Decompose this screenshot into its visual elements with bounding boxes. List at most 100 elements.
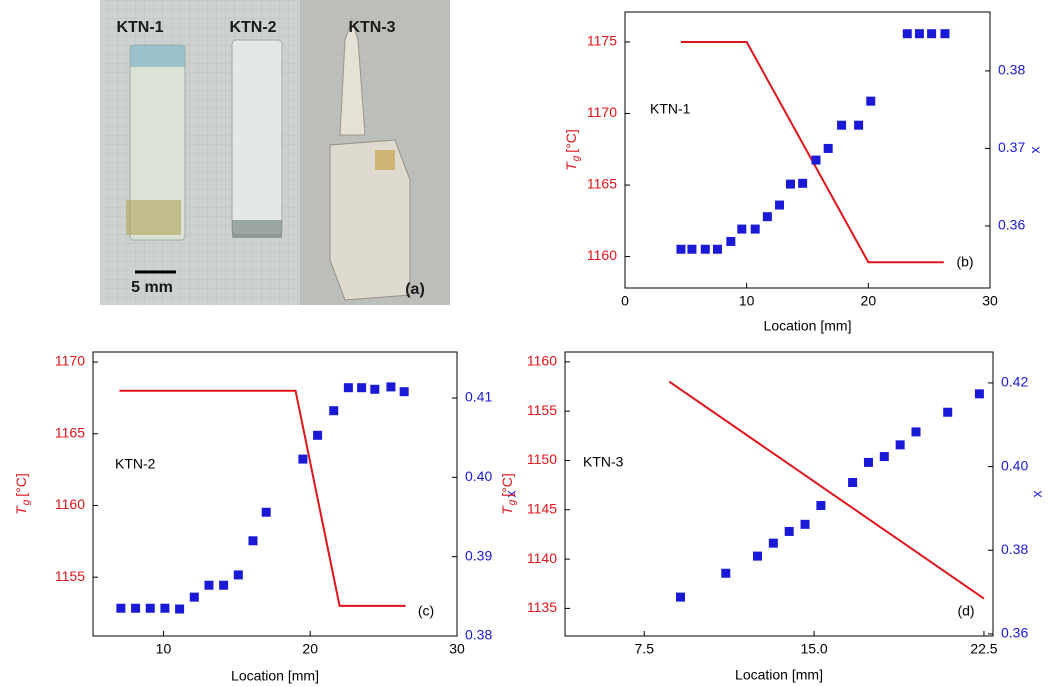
data-point xyxy=(943,407,953,417)
data-point xyxy=(902,29,912,39)
data-point xyxy=(189,592,199,602)
data-point xyxy=(116,603,126,613)
y-tick-label: 1140 xyxy=(527,550,557,566)
y2-axis-label: x xyxy=(1027,147,1043,154)
panel-label: (a) xyxy=(405,281,425,298)
y-tick-label: 1175 xyxy=(587,33,617,49)
y2-tick-label: 0.38 xyxy=(998,62,1025,78)
panel-label: (c) xyxy=(418,603,434,619)
data-point xyxy=(800,519,810,529)
data-point xyxy=(399,387,409,397)
data-point xyxy=(687,244,697,254)
y-tick-label: 1155 xyxy=(527,402,557,418)
data-point xyxy=(798,178,808,188)
data-line xyxy=(119,389,406,607)
data-point xyxy=(784,526,794,536)
y2-tick-label: 0.36 xyxy=(1001,625,1028,641)
data-point xyxy=(145,603,155,613)
data-point xyxy=(204,580,214,590)
x-tick-label: 30 xyxy=(449,641,465,657)
sample-label: KTN-1 xyxy=(116,19,163,36)
crystal-1-top xyxy=(130,45,185,67)
y2-axis-label: x xyxy=(1029,491,1045,498)
x-tick-label: 20 xyxy=(302,641,318,657)
x-tick-label: 22.5 xyxy=(970,641,997,657)
annotation: KTN-2 xyxy=(115,456,156,472)
data-point xyxy=(775,200,785,210)
annotation: KTN-3 xyxy=(583,454,624,470)
plot-frame xyxy=(624,11,991,289)
data-line xyxy=(668,380,985,600)
data-point xyxy=(343,383,353,393)
y2-tick-label: 0.36 xyxy=(998,217,1025,233)
data-point xyxy=(676,244,686,254)
y-label-symbol: T xyxy=(13,505,29,515)
y2-tick-label: 0.38 xyxy=(465,627,492,643)
x-axis-label: Location [mm] xyxy=(764,318,852,334)
data-point xyxy=(329,406,339,416)
y-label-symbol: T xyxy=(499,505,515,515)
y-label-subscript: g xyxy=(571,155,582,161)
y2-tick-label: 0.40 xyxy=(465,468,492,484)
y-tick-label: 1150 xyxy=(527,451,557,467)
photo-panel: KTN-1 KTN-2 KTN-3 5 mm (a) xyxy=(100,0,450,305)
data-point xyxy=(768,538,778,548)
y-tick-label: 1160 xyxy=(55,496,85,512)
data-point xyxy=(811,155,821,165)
y-label-symbol: T xyxy=(563,161,579,171)
data-line xyxy=(680,41,944,264)
data-point xyxy=(175,604,185,614)
plot-frame xyxy=(92,351,458,637)
y2-tick-label: 0.42 xyxy=(1001,374,1028,390)
y-tick-label: 1135 xyxy=(527,599,557,615)
y2-tick-label: 0.41 xyxy=(465,389,492,405)
y2-axis-label: x xyxy=(503,491,519,498)
y-tick-label: 1155 xyxy=(55,568,85,584)
y-axis-label: Tg [°C] xyxy=(563,129,582,171)
sample-label: KTN-3 xyxy=(348,19,395,36)
x-axis-label: Location [mm] xyxy=(231,668,319,684)
y2-tick-label: 0.40 xyxy=(1001,457,1028,473)
x-tick-label: 0 xyxy=(621,293,629,309)
plot-frame xyxy=(564,351,994,637)
y-tick-label: 1160 xyxy=(587,247,617,263)
y2-tick-label: 0.37 xyxy=(998,139,1025,155)
data-point xyxy=(863,457,873,467)
annotation: KTN-1 xyxy=(650,101,691,117)
y-axis-label: Tg [°C] xyxy=(499,473,518,515)
crystal-3 xyxy=(329,139,411,301)
x-tick-label: 10 xyxy=(156,641,172,657)
data-point xyxy=(895,440,905,450)
data-point xyxy=(927,29,937,39)
data-point xyxy=(854,120,864,130)
data-point xyxy=(357,383,367,393)
y-label-subscript: g xyxy=(21,499,32,505)
crystal-2-base xyxy=(232,220,282,238)
chart-panel: 10 20 30 1155 1160 1165 1170 0.38 0.39 0.40 0.41 Lo… xyxy=(13,351,519,684)
y2-tick-label: 0.39 xyxy=(465,547,492,563)
data-point xyxy=(700,244,710,254)
crystal-3-tip xyxy=(339,18,366,136)
data-point xyxy=(721,568,731,578)
y-label-unit: [°C] xyxy=(499,473,515,497)
data-point xyxy=(386,382,396,392)
y-tick-label: 1170 xyxy=(55,353,85,369)
x-tick-label: 10 xyxy=(739,293,755,309)
data-point xyxy=(313,430,323,440)
scale-label: 5 mm xyxy=(131,279,173,296)
panel-label: (b) xyxy=(956,254,973,270)
y2-tick-label: 0.38 xyxy=(1001,541,1028,557)
crystal-2 xyxy=(231,39,283,236)
data-point xyxy=(370,384,380,394)
y-tick-label: 1170 xyxy=(587,104,617,120)
y-tick-label: 1145 xyxy=(527,500,557,516)
data-point xyxy=(785,179,795,189)
data-point xyxy=(726,236,736,246)
data-point xyxy=(160,603,170,613)
chart-panel: 0 10 20 30 1160 1165 1170 1175 0.36 0.37 0.38 Locat… xyxy=(563,11,1043,334)
y-label-subscript: g xyxy=(507,499,518,505)
data-point xyxy=(911,427,921,437)
crystal-3-inclusion xyxy=(375,150,395,170)
data-point xyxy=(823,143,833,153)
